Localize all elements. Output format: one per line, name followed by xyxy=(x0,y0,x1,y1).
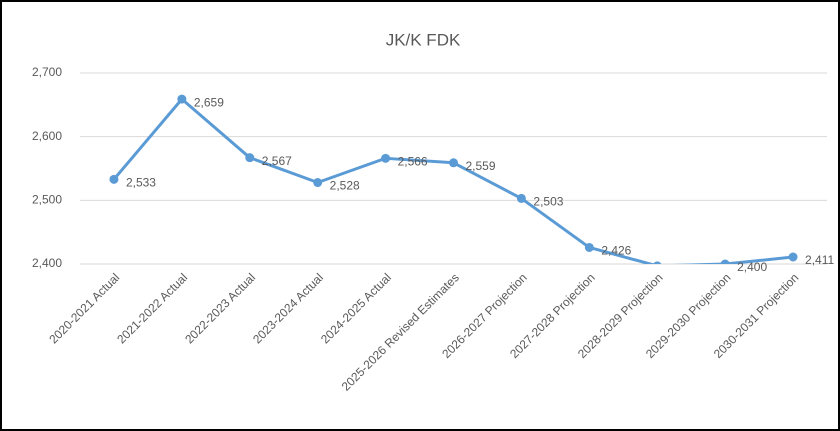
data-label: 2,411 xyxy=(805,253,834,267)
data-label: 2,659 xyxy=(194,95,224,109)
y-tick-label: 2,500 xyxy=(32,193,62,207)
data-label: 2,426 xyxy=(601,244,631,258)
y-tick-label: 2,400 xyxy=(32,256,62,270)
y-tick-label: 2,600 xyxy=(32,129,62,143)
y-tick-label: 2,700 xyxy=(32,65,62,79)
chart-title: JK/K FDK xyxy=(386,30,461,49)
point xyxy=(177,94,187,104)
data-label: 2,528 xyxy=(330,179,360,193)
data-label: 2,559 xyxy=(466,159,496,173)
point xyxy=(653,261,662,264)
plot-area xyxy=(109,94,798,264)
point xyxy=(313,178,323,188)
point xyxy=(788,252,798,262)
point xyxy=(245,153,255,163)
data-label: 2,567 xyxy=(262,154,292,168)
data-label: 2,533 xyxy=(126,175,156,189)
data-label: 2,400 xyxy=(737,260,767,274)
point xyxy=(381,153,391,163)
data-label: 2,503 xyxy=(533,195,563,209)
point xyxy=(449,158,458,168)
point xyxy=(516,193,526,203)
point xyxy=(584,242,594,252)
point xyxy=(109,174,119,184)
point xyxy=(720,259,730,264)
data-label: 2,566 xyxy=(398,154,428,168)
